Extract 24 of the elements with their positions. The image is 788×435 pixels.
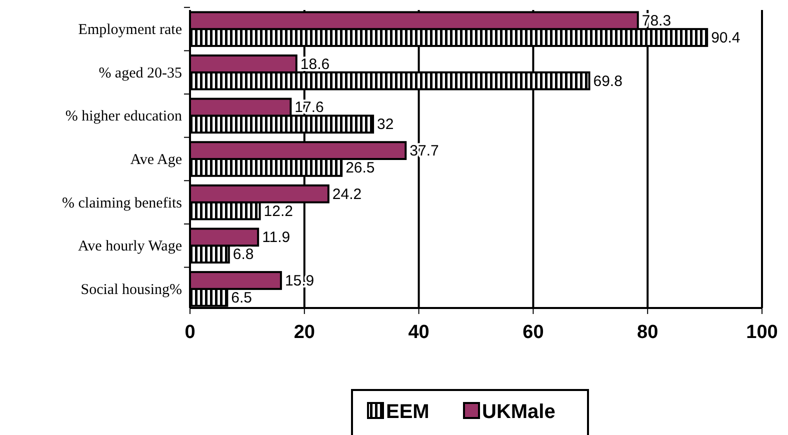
legend-label: EEM <box>386 401 430 423</box>
y-tick-label: Social housing% <box>80 282 182 298</box>
y-tick-label: % higher education <box>65 108 182 125</box>
y-tick-label: Ave hourly Wage <box>78 238 182 255</box>
x-tick-label: 40 <box>408 322 430 343</box>
x-tick-label: 80 <box>637 322 658 343</box>
data-label: 24.2 <box>332 186 362 203</box>
data-label: 26.5 <box>346 159 375 176</box>
y-tick-label: Employment rate <box>78 22 182 38</box>
data-label: 12.2 <box>264 202 293 220</box>
y-tick-label: Ave Age <box>130 152 182 168</box>
data-label: 69.8 <box>593 72 622 90</box>
x-tick-label: 0 <box>184 322 196 343</box>
data-label: 90.4 <box>711 30 740 47</box>
data-label: 32 <box>377 116 394 134</box>
x-tick-label: 20 <box>294 322 315 343</box>
data-label: 6.5 <box>231 289 252 306</box>
y-tick-label: % claiming benefits <box>62 195 182 212</box>
x-tick-label: 100 <box>746 322 778 343</box>
y-tick-label: % aged 20-35 <box>98 65 182 82</box>
data-label: 6.8 <box>232 246 254 264</box>
legend-label: UKMale <box>482 401 556 423</box>
x-tick-label: 60 <box>522 322 544 343</box>
data-label: 11.9 <box>262 229 290 246</box>
